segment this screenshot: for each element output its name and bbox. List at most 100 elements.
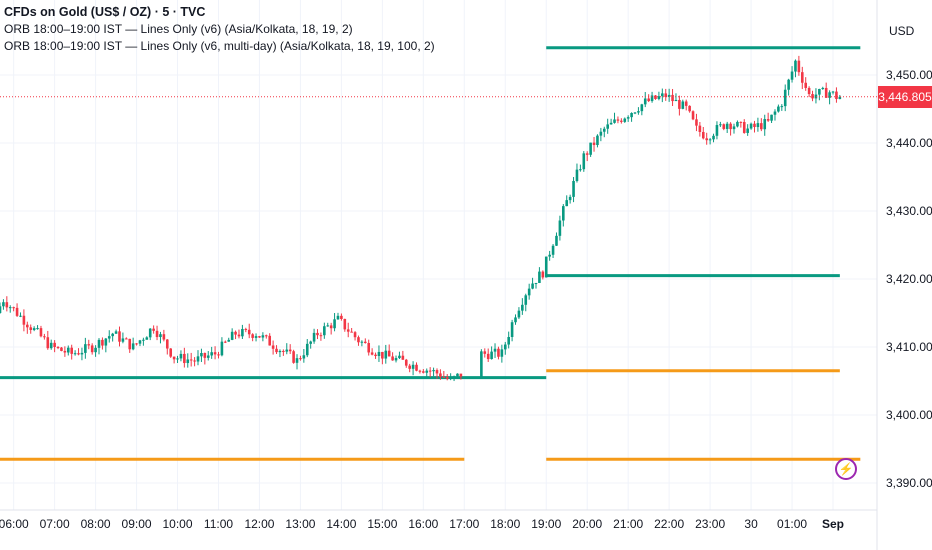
candle xyxy=(688,105,691,113)
candle xyxy=(787,78,790,96)
candle xyxy=(633,112,637,115)
candle xyxy=(480,349,483,377)
candle xyxy=(609,118,613,125)
candle xyxy=(517,307,521,320)
candle xyxy=(271,340,275,355)
candle xyxy=(572,177,575,203)
candle xyxy=(671,88,674,106)
candle xyxy=(275,345,278,355)
candle xyxy=(353,331,357,341)
candle xyxy=(135,343,138,346)
candle xyxy=(268,333,272,346)
candle xyxy=(148,328,152,341)
candle xyxy=(695,113,698,132)
candle xyxy=(732,123,736,134)
candle xyxy=(807,86,811,98)
candle xyxy=(828,90,831,105)
candle xyxy=(579,164,582,172)
candle xyxy=(575,163,579,183)
candle xyxy=(46,330,50,350)
candle xyxy=(667,88,671,102)
x-tick-label: 01:00 xyxy=(777,517,807,531)
candle xyxy=(760,118,763,132)
candle xyxy=(756,117,760,132)
price-axis[interactable]: 3,390.000 3,400.000 3,410.000 3,420.000 3,43… xyxy=(886,68,932,490)
indicator-legend-1[interactable]: ORB 18:00–19:00 IST — Lines Only (v6) (A… xyxy=(4,22,353,36)
candle xyxy=(101,337,104,350)
candle xyxy=(585,151,589,162)
candle xyxy=(203,352,207,365)
x-tick-label: 12:00 xyxy=(244,517,274,531)
candle xyxy=(394,355,398,363)
candle xyxy=(94,345,97,357)
candle xyxy=(346,322,350,338)
candle xyxy=(821,86,825,90)
candle xyxy=(162,329,166,342)
x-tick-label: 23:00 xyxy=(695,517,725,531)
candle xyxy=(237,329,241,339)
candle xyxy=(114,329,118,334)
candle xyxy=(309,340,312,349)
candle xyxy=(87,339,91,350)
candle xyxy=(746,124,749,136)
candle xyxy=(439,369,442,380)
candle xyxy=(343,318,347,332)
candle xyxy=(736,120,739,128)
candle xyxy=(739,121,743,128)
candle xyxy=(800,66,804,90)
candle xyxy=(49,339,53,350)
x-tick-label: 20:00 xyxy=(572,517,602,531)
candle xyxy=(797,55,801,76)
candle xyxy=(678,95,681,116)
candle xyxy=(527,283,531,300)
currency-label[interactable]: USD xyxy=(889,24,915,38)
y-tick-label: 3,440.000 xyxy=(886,136,932,150)
x-tick-label: 19:00 xyxy=(531,517,561,531)
candle xyxy=(350,327,353,333)
candle xyxy=(551,244,555,258)
candle xyxy=(493,343,497,358)
candle xyxy=(172,356,176,364)
candle xyxy=(602,126,606,138)
candle xyxy=(408,363,411,373)
x-tick-label: 16:00 xyxy=(408,517,438,531)
candle xyxy=(384,344,388,364)
candle xyxy=(780,104,784,111)
time-axis[interactable]: 06:00 07:00 08:00 09:00 10:00 11:00 12:00 13:00… xyxy=(0,517,844,531)
x-tick-label: 06:00 xyxy=(0,517,29,531)
lightning-icon[interactable]: ⚡ xyxy=(835,458,857,480)
candle xyxy=(53,340,56,353)
candle xyxy=(118,326,121,347)
candle xyxy=(323,322,326,339)
x-tick-label: 11:00 xyxy=(204,517,233,531)
candle xyxy=(138,339,142,347)
chart-legend: CFDs on Gold (US$ / OZ) · 5 · TVC ORB 18… xyxy=(4,4,435,55)
candle xyxy=(70,344,73,360)
candle xyxy=(620,118,623,124)
candle xyxy=(503,341,507,355)
candle xyxy=(387,344,391,357)
candle xyxy=(497,346,500,360)
candle xyxy=(104,337,108,353)
candle xyxy=(363,338,367,344)
indicator-legend-2[interactable]: ORB 18:00–19:00 IST — Lines Only (v6, mu… xyxy=(4,39,435,53)
candle xyxy=(84,337,87,359)
candle xyxy=(319,332,323,341)
candle xyxy=(650,91,654,103)
candle xyxy=(766,112,770,122)
x-tick-label: 15:00 xyxy=(367,517,397,531)
candle xyxy=(449,373,452,381)
candle xyxy=(831,90,835,95)
candle xyxy=(206,351,210,361)
candle xyxy=(360,340,364,347)
candle xyxy=(169,348,172,358)
candle xyxy=(316,329,319,340)
candle xyxy=(200,348,203,362)
candle xyxy=(340,313,343,321)
candle xyxy=(326,322,330,327)
candle xyxy=(568,194,572,204)
symbol-title[interactable]: CFDs on Gold (US$ / OZ) · 5 · TVC xyxy=(4,5,206,19)
candle xyxy=(2,299,5,310)
candle xyxy=(19,312,22,318)
